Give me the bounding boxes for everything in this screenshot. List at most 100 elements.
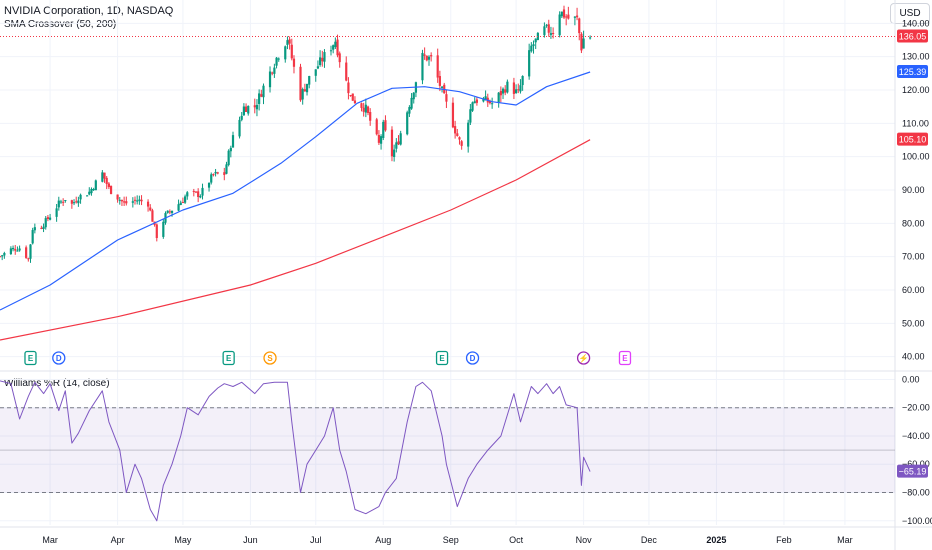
candle-body[interactable]: [384, 120, 387, 131]
candle-body[interactable]: [92, 189, 95, 191]
candle-body[interactable]: [521, 76, 524, 86]
candle-body[interactable]: [284, 46, 287, 60]
candle-body[interactable]: [77, 200, 80, 204]
time-axis[interactable]: Mar Apr May Jun Jul Aug Sep Oct Nov Dec 2025 Feb Mar: [42, 535, 852, 545]
candle-body[interactable]: [332, 45, 335, 50]
candle-body[interactable]: [247, 105, 250, 114]
candle-body[interactable]: [133, 199, 137, 201]
candle-body[interactable]: [321, 57, 324, 62]
candle-body[interactable]: [72, 202, 76, 204]
candle-body[interactable]: [427, 56, 431, 60]
candle-body[interactable]: [105, 177, 108, 184]
candle-body[interactable]: [268, 71, 272, 88]
candle-body[interactable]: [192, 190, 195, 192]
candle-body[interactable]: [166, 210, 169, 213]
candle-body[interactable]: [168, 211, 171, 213]
candle-body[interactable]: [305, 83, 309, 93]
candle-body[interactable]: [258, 93, 261, 104]
candle-body[interactable]: [238, 119, 241, 137]
candle-body[interactable]: [445, 94, 448, 102]
candle-body[interactable]: [29, 244, 32, 259]
candle-body[interactable]: [560, 11, 563, 17]
candle-body[interactable]: [123, 201, 126, 203]
candle-body[interactable]: [11, 247, 15, 250]
candle-body[interactable]: [210, 174, 213, 183]
candle-body[interactable]: [288, 39, 291, 44]
candle-body[interactable]: [456, 133, 459, 137]
candle-body[interactable]: [183, 196, 187, 203]
candle-body[interactable]: [103, 172, 106, 179]
candle-body[interactable]: [549, 33, 553, 35]
candle-body[interactable]: [499, 90, 502, 96]
candle-body[interactable]: [506, 81, 509, 93]
candle-body[interactable]: [199, 195, 202, 198]
candle-body[interactable]: [44, 218, 47, 228]
candle-body[interactable]: [231, 135, 235, 148]
candle-body[interactable]: [25, 247, 28, 258]
candle-body[interactable]: [212, 174, 215, 176]
candle-body[interactable]: [86, 195, 89, 197]
candle-body[interactable]: [136, 200, 139, 202]
candle-body[interactable]: [240, 115, 243, 120]
candle-body[interactable]: [364, 104, 367, 113]
price-axis[interactable]: 140.00 130.00 120.00 110.00 100.00 90.00 80.00…: [902, 18, 932, 525]
candle-body[interactable]: [94, 180, 97, 191]
indicator-legend[interactable]: SMA Crossover (50, 200): [4, 19, 117, 30]
candle-body[interactable]: [116, 194, 119, 200]
candle-body[interactable]: [207, 182, 211, 188]
candle-body[interactable]: [131, 201, 134, 203]
candle-body[interactable]: [303, 89, 306, 92]
candle-body[interactable]: [162, 221, 165, 237]
news-event-marker[interactable]: ⚡: [576, 351, 591, 365]
candle-body[interactable]: [578, 18, 581, 34]
earnings-event-marker[interactable]: E: [222, 350, 235, 366]
candle-body[interactable]: [151, 210, 154, 222]
candle-body[interactable]: [18, 248, 21, 251]
candle-body[interactable]: [336, 39, 339, 56]
candle-body[interactable]: [471, 102, 474, 111]
candle-body[interactable]: [271, 72, 274, 74]
candle-body[interactable]: [227, 150, 230, 165]
candle-body[interactable]: [109, 185, 113, 194]
candle-body[interactable]: [27, 258, 30, 260]
candle-body[interactable]: [277, 58, 280, 60]
dividend-event-marker[interactable]: D: [52, 351, 66, 365]
candle-body[interactable]: [48, 217, 52, 220]
candle-body[interactable]: [547, 24, 550, 33]
candle-body[interactable]: [345, 62, 348, 81]
candle-body[interactable]: [314, 69, 317, 76]
candle-body[interactable]: [90, 188, 93, 194]
candle-body[interactable]: [530, 45, 533, 52]
candle-body[interactable]: [242, 106, 245, 116]
candle-body[interactable]: [532, 44, 535, 47]
candle-body[interactable]: [0, 256, 2, 258]
candle-body[interactable]: [475, 99, 478, 103]
candle-body[interactable]: [214, 171, 217, 174]
candle-body[interactable]: [275, 57, 278, 66]
candle-body[interactable]: [223, 172, 226, 175]
candle-body[interactable]: [40, 227, 43, 229]
candle-body[interactable]: [79, 194, 82, 200]
candle-body[interactable]: [430, 55, 433, 57]
candle-body[interactable]: [255, 104, 259, 110]
candle-body[interactable]: [501, 88, 505, 94]
earnings-upcoming-event-marker[interactable]: E: [618, 350, 632, 366]
candle-body[interactable]: [334, 41, 337, 48]
candle-body[interactable]: [197, 191, 200, 197]
candle-body[interactable]: [534, 38, 537, 43]
candle-body[interactable]: [229, 147, 232, 152]
oscillator-legend[interactable]: Williams %R (14, close): [4, 378, 110, 389]
candle-body[interactable]: [473, 101, 476, 104]
candle-body[interactable]: [101, 172, 104, 182]
candle-body[interactable]: [497, 92, 500, 103]
candle-body[interactable]: [575, 15, 579, 18]
candle-body[interactable]: [484, 96, 487, 101]
candle-body[interactable]: [425, 55, 428, 61]
candle-body[interactable]: [201, 187, 204, 196]
candle-body[interactable]: [186, 192, 189, 197]
candle-body[interactable]: [140, 199, 143, 202]
candles[interactable]: [0, 5, 592, 263]
candle-body[interactable]: [70, 200, 73, 204]
candle-body[interactable]: [360, 103, 363, 108]
candle-body[interactable]: [290, 44, 293, 59]
